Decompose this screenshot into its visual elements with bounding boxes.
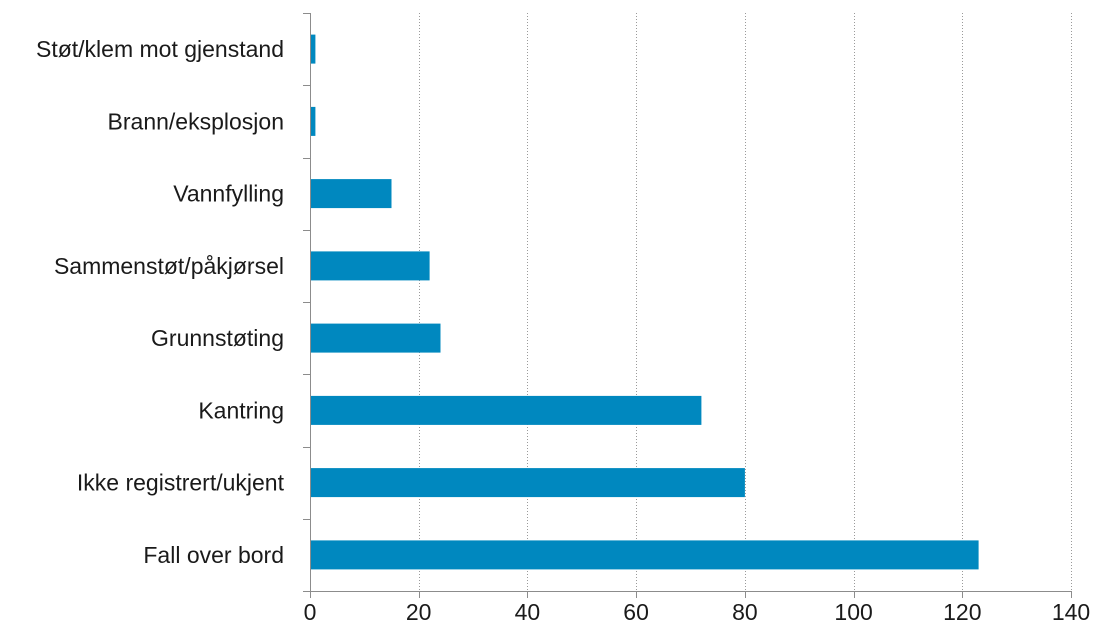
x-tick-labels: 0 20 40 60 80 100 120 140 xyxy=(304,599,1091,625)
category-label-5: Kantring xyxy=(198,397,284,423)
x-tick-label-120: 120 xyxy=(943,599,981,625)
bar-7 xyxy=(310,540,979,570)
category-label-4: Grunnstøting xyxy=(151,325,284,351)
bar-5 xyxy=(310,395,702,425)
bar-6 xyxy=(310,468,745,498)
x-tick-label-140: 140 xyxy=(1052,599,1090,625)
x-tick-label-40: 40 xyxy=(515,599,541,625)
x-tick-label-80: 80 xyxy=(732,599,758,625)
category-label-2: Vannfylling xyxy=(173,181,284,207)
gridlines xyxy=(419,13,1072,591)
category-label-6: Ikke registrert/ukjent xyxy=(77,470,285,496)
x-tick-label-60: 60 xyxy=(623,599,649,625)
bar-3 xyxy=(310,251,430,281)
category-label-1: Brann/eksplosjon xyxy=(108,108,284,134)
x-tick-label-100: 100 xyxy=(834,599,872,625)
bar-2 xyxy=(310,179,392,209)
category-label-3: Sammenstøt/påkjørsel xyxy=(54,253,284,279)
bars xyxy=(310,34,979,570)
bar-4 xyxy=(310,323,441,353)
x-tick-label-20: 20 xyxy=(406,599,432,625)
bar-1 xyxy=(310,106,316,136)
x-tick-label-0: 0 xyxy=(304,599,317,625)
category-labels: Støt/klem mot gjenstand Brann/eksplosjon V… xyxy=(36,36,285,568)
category-label-7: Fall over bord xyxy=(143,542,284,568)
axes xyxy=(303,13,1072,598)
category-label-0: Støt/klem mot gjenstand xyxy=(36,36,284,62)
bar-0 xyxy=(310,34,316,64)
